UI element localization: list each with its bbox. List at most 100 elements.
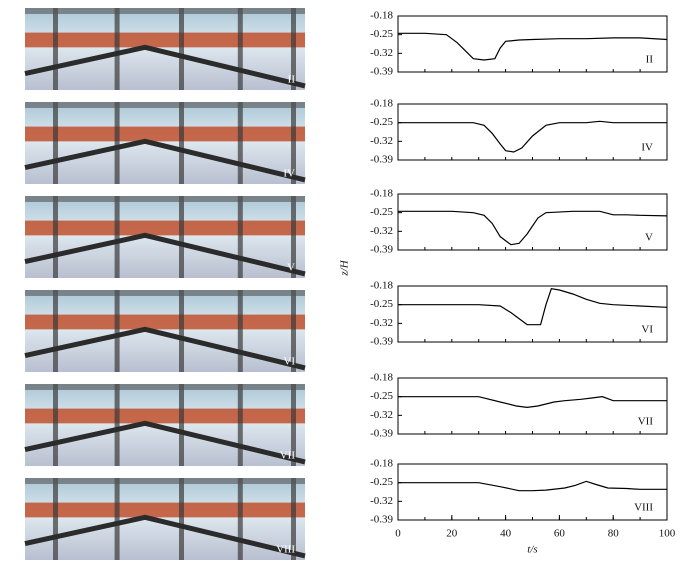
chart: -0.18 -0.25 -0.32 -0.39 VI (370, 280, 668, 348)
photo: V (24, 196, 306, 278)
y-tick-label: -0.32 (370, 47, 393, 59)
frame-post (114, 478, 120, 560)
panel-label: VIII (634, 502, 653, 514)
frame-post (53, 384, 58, 466)
frame-post (237, 290, 243, 372)
x-tick-label: 80 (608, 528, 620, 540)
y-tick-label: -0.25 (370, 390, 393, 402)
frame-post (179, 102, 184, 184)
y-tick-label: -0.18 (370, 98, 393, 110)
y-tick-label: -0.39 (370, 244, 393, 256)
frame-post (291, 384, 296, 466)
chart: -0.18 -0.25 -0.32 -0.390 20 40 60 80 100 t/s VIII (370, 458, 676, 556)
data-line (398, 32, 668, 61)
frame-post (291, 196, 296, 278)
y-tick-label: -0.32 (370, 135, 393, 147)
y-tick-label: -0.32 (370, 409, 393, 421)
y-tick-label: -0.39 (370, 428, 393, 440)
y-tick-label: -0.25 (370, 28, 393, 40)
y-axis-label: z/H (339, 259, 351, 276)
dye-layer (25, 32, 305, 48)
frame-post (237, 8, 243, 90)
frame-post (53, 290, 58, 372)
dye-layer (25, 220, 305, 236)
chart: -0.18 -0.25 -0.32 -0.39 VII (370, 372, 668, 440)
y-tick-label: -0.32 (370, 317, 393, 329)
frame-post (291, 290, 296, 372)
frame-top (25, 478, 305, 484)
frame-post (53, 8, 58, 90)
y-tick-label: -0.32 (370, 225, 393, 237)
y-tick-label: -0.18 (370, 458, 393, 470)
y-tick-label: -0.32 (370, 495, 393, 507)
frame-top (25, 8, 305, 14)
x-tick-label: 0 (395, 528, 401, 540)
frame-post (237, 478, 243, 560)
data-line (398, 287, 668, 326)
plot-frame (397, 15, 668, 73)
y-tick-label: -0.25 (370, 476, 393, 488)
frame-top (25, 290, 305, 296)
photo-label: IV (283, 168, 295, 180)
frame-post (114, 8, 120, 90)
ridge (24, 232, 306, 277)
frame-post (237, 102, 243, 184)
panel-label: VI (641, 324, 653, 336)
data-line (398, 210, 668, 246)
y-tick-label: -0.39 (370, 66, 393, 78)
frame-post (237, 196, 243, 278)
photo-label: V (287, 262, 295, 274)
frame-post (291, 8, 296, 90)
panel-label: IV (641, 142, 653, 154)
ridge (24, 420, 306, 465)
dye-layer (25, 408, 305, 424)
frame-post (53, 196, 58, 278)
photo-label: II (288, 74, 296, 86)
frame-post (114, 384, 120, 466)
frame-post (179, 478, 184, 560)
dye-layer (25, 314, 305, 330)
x-tick-label: 100 (659, 528, 676, 540)
y-tick-label: -0.25 (370, 116, 393, 128)
frame-post (291, 478, 296, 560)
frame-top (25, 384, 305, 390)
frame-post (114, 102, 120, 184)
chart: -0.18 -0.25 -0.32 -0.39 V (370, 188, 668, 256)
frame-post (53, 102, 58, 184)
photo-label: VII (280, 450, 296, 462)
chart: -0.18 -0.25 -0.32 -0.39 IV (370, 98, 668, 166)
frame-post (179, 384, 184, 466)
frame-post (53, 478, 58, 560)
plot-frame (397, 463, 668, 521)
y-tick-label: -0.18 (370, 372, 393, 384)
photo-label: VIII (276, 544, 295, 556)
photo: VI (24, 290, 306, 372)
photo: VII (24, 384, 306, 466)
photo: VIII (24, 478, 306, 560)
y-tick-label: -0.18 (370, 188, 393, 200)
frame-post (114, 196, 120, 278)
ridge (24, 326, 306, 371)
ridge (24, 138, 306, 183)
frame-top (25, 196, 305, 202)
photo: II (24, 8, 306, 90)
photo-label: VI (283, 356, 295, 368)
data-line (398, 480, 667, 492)
x-axis-label: t/s (527, 544, 537, 556)
y-tick-label: -0.39 (370, 154, 393, 166)
y-tick-label: -0.25 (370, 206, 393, 218)
y-tick-label: -0.18 (370, 280, 393, 292)
panel-label: VII (638, 416, 654, 428)
frame-top (25, 102, 305, 108)
ridge (24, 514, 306, 559)
frame-post (179, 8, 184, 90)
plot-frame (397, 285, 668, 343)
plot-frame (397, 377, 668, 435)
dye-layer (25, 126, 305, 142)
photo: IV (24, 102, 306, 184)
y-tick-label: -0.39 (370, 336, 393, 348)
y-tick-label: -0.25 (370, 298, 393, 310)
y-tick-label: -0.18 (370, 10, 393, 22)
plot-frame (397, 193, 668, 251)
